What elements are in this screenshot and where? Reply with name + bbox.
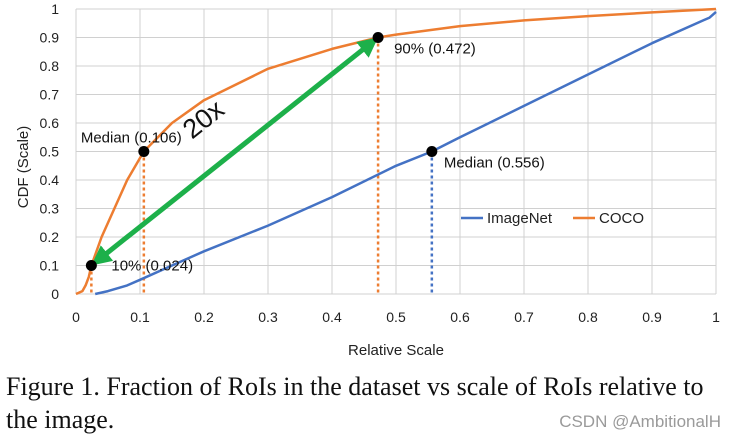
y-tick-labels: 0 0.1 0.2 0.3 0.4 0.5 0.6 0.7 0.8 0.9 1 [40,1,60,302]
y-tick-label: 0.3 [40,201,60,217]
marker-annotation: 90% (0.472) [394,41,476,58]
x-tick-label: 0.8 [578,309,598,325]
figure-caption: Figure 1. Fraction of RoIs in the datase… [6,372,704,434]
series-line-imagenet [94,10,717,296]
x-tick-label: 0.2 [194,309,214,325]
ratio-arrow-label: 20x [177,94,230,145]
x-tick-label: 0.4 [322,309,342,325]
marker-annotation: Median (0.106) [81,130,182,147]
y-tick-label: 0.4 [40,172,60,188]
x-tick-label: 0.6 [450,309,470,325]
cdf-chart: 0 0.1 0.2 0.3 0.4 0.5 0.6 0.7 0.8 0.9 1 0 0.1 0.2 0.3… [15,1,720,359]
x-axis-title: Relative Scale [348,342,444,359]
data-marker-point [372,32,384,43]
x-tick-labels: 0 0.1 0.2 0.3 0.4 0.5 0.6 0.7 0.8 0.9 1 [72,309,720,325]
data-marker-point [85,260,97,271]
x-tick-label: 0 [72,309,80,325]
x-tick-label: 1 [712,309,720,325]
data-marker-point [138,146,150,157]
x-tick-label: 0.3 [258,309,278,325]
marker-annotation: Median (0.556) [444,155,545,172]
y-axis-title: CDF (Scale) [15,126,32,209]
y-tick-label: 0.1 [40,258,60,274]
x-tick-label: 0.1 [130,309,150,325]
legend-label: COCO [599,210,644,227]
legend-label: ImageNet [487,210,553,227]
y-tick-label: 0 [51,286,59,302]
y-tick-label: 0.5 [40,144,60,160]
markers: 10% (0.024) Median (0.106) 90% (0.472) Medi… [81,32,545,275]
x-tick-label: 0.5 [386,309,406,325]
watermark: CSDN @AmbitionalH [559,412,721,431]
y-tick-label: 0.7 [40,87,60,103]
ratio-arrow-line [91,37,379,266]
marker-annotation: 10% (0.024) [111,258,193,275]
y-tick-label: 0.2 [40,229,60,245]
grid [75,8,717,295]
x-tick-label: 0.9 [642,309,662,325]
y-tick-label: 0.6 [40,115,60,131]
y-tick-label: 1 [51,1,59,17]
y-tick-label: 0.9 [40,30,60,46]
legend: ImageNet COCO [461,210,644,227]
guide-lines [90,37,434,294]
y-tick-label: 0.8 [40,58,60,74]
x-tick-label: 0.7 [514,309,534,325]
data-marker-point [426,146,438,157]
